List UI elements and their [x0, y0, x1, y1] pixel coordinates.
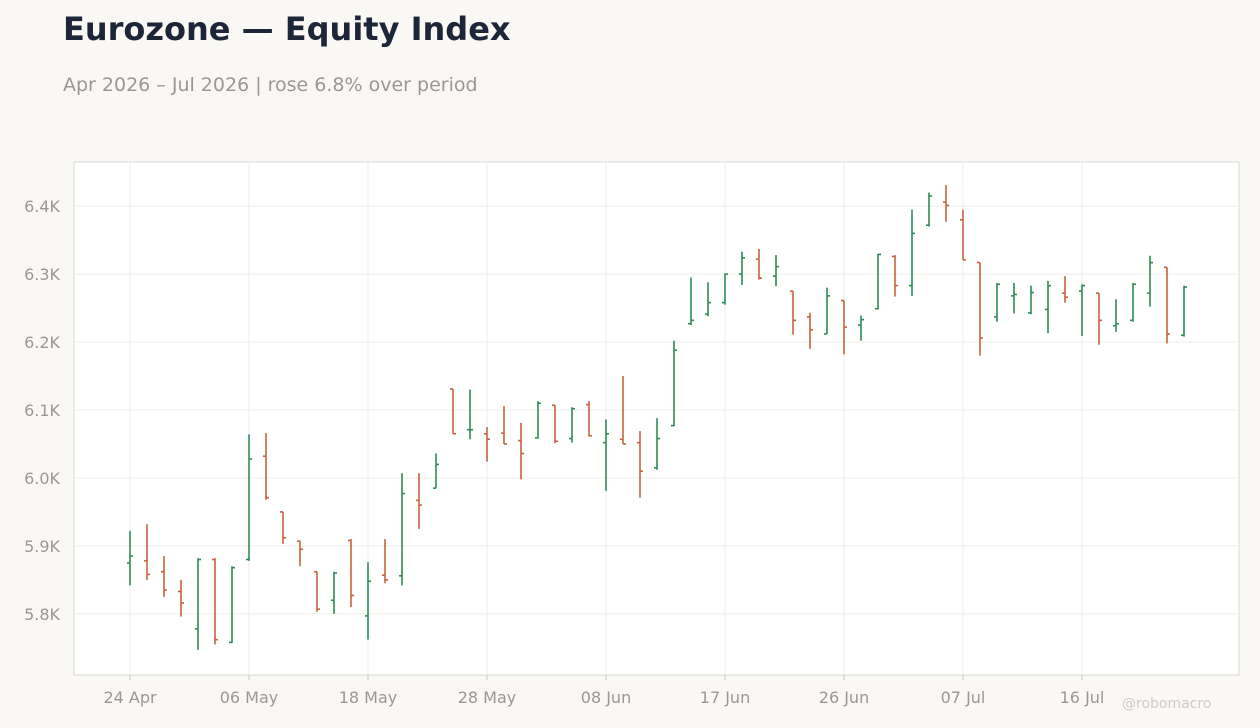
ohlc-bar — [960, 209, 966, 261]
ohlc-bar — [586, 401, 592, 437]
ohlc-bar — [331, 571, 337, 614]
x-tick-label: 16 Jul — [1060, 688, 1105, 707]
ohlc-bar — [1045, 280, 1051, 334]
ohlc-bar — [195, 558, 201, 650]
ohlc-bar — [127, 530, 133, 586]
ohlc-bar — [994, 282, 1000, 322]
ohlc-bar — [1113, 299, 1119, 332]
ohlc-bar — [977, 261, 983, 356]
y-tick-label: 5.9K — [24, 537, 60, 556]
ohlc-bar — [909, 209, 915, 296]
ohlc-bar — [671, 340, 677, 427]
y-tick-label: 6.1K — [24, 401, 60, 420]
ohlc-bar — [348, 539, 354, 608]
chart-title: Eurozone — Equity Index — [63, 10, 511, 48]
ohlc-bar — [484, 426, 490, 462]
y-tick-label: 6.2K — [24, 333, 60, 352]
ohlc-bar — [705, 282, 711, 317]
ohlc-bar — [501, 405, 507, 445]
ohlc-bar — [399, 473, 405, 586]
ohlc-bar — [1079, 284, 1085, 336]
ohlc-bar — [518, 422, 524, 480]
x-tick-label: 08 Jun — [581, 688, 631, 707]
ohlc-bar — [535, 401, 541, 439]
ohlc-bar — [807, 312, 813, 349]
ohlc-bar — [654, 418, 660, 470]
ohlc-bar — [246, 434, 252, 561]
ohlc-bar — [1181, 285, 1187, 337]
y-axis: 5.8K 5.9K 6.0K 6.1K 6.2K 6.3K 6.4K — [24, 197, 60, 624]
ohlc-bar — [858, 315, 864, 341]
ohlc-bar — [450, 388, 456, 435]
ohlc-bar — [1130, 282, 1136, 322]
x-tick-label: 07 Jul — [941, 688, 986, 707]
ohlc-bar — [739, 251, 745, 285]
ohlc-bar — [603, 419, 609, 491]
ohlc-bar — [229, 566, 235, 644]
ohlc-bar — [620, 376, 626, 445]
x-tick-label: 24 Apr — [103, 688, 157, 707]
ohlc-bar — [926, 192, 932, 227]
ohlc-bars — [127, 185, 1187, 650]
x-tick-label: 26 Jun — [819, 688, 869, 707]
y-tick-label: 6.3K — [24, 265, 60, 284]
ohlc-bar — [144, 524, 150, 580]
ohlc-bar — [790, 290, 796, 335]
ohlc-bar — [297, 540, 303, 567]
ohlc-bar — [382, 539, 388, 584]
ohlc-bar — [1028, 285, 1034, 315]
x-axis: 24 Apr 06 May 18 May 28 May 08 Jun 17 Jun 26 J… — [103, 675, 1104, 707]
grid-lines — [74, 162, 1239, 675]
ohlc-bar — [892, 255, 898, 297]
ohlc-bar — [943, 185, 949, 222]
x-tick-label: 28 May — [458, 688, 517, 707]
x-tick-label: 18 May — [339, 688, 398, 707]
ohlc-bar — [314, 570, 320, 612]
ohlc-bar — [178, 579, 184, 617]
chart-subtitle: Apr 2026 – Jul 2026 | rose 6.8% over per… — [63, 74, 478, 96]
ohlc-bar — [161, 556, 167, 597]
y-tick-label: 6.4K — [24, 197, 60, 216]
ohlc-bar — [433, 453, 439, 489]
ohlc-bar — [416, 473, 422, 529]
x-tick-label: 17 Jun — [700, 688, 750, 707]
ohlc-bar — [1147, 255, 1153, 307]
ohlc-bar — [365, 562, 371, 640]
ohlc-bar — [552, 404, 558, 444]
x-tick-label: 06 May — [220, 688, 279, 707]
ohlc-bar — [756, 248, 762, 280]
ohlc-bar — [1164, 266, 1170, 344]
y-tick-label: 6.0K — [24, 469, 60, 488]
ohlc-bar — [722, 273, 728, 305]
ohlc-bar — [841, 299, 847, 355]
ohlc-bar — [688, 277, 694, 326]
ohlc-bar — [875, 253, 881, 310]
ohlc-bar — [569, 407, 575, 443]
ohlc-bar — [1096, 292, 1102, 345]
y-tick-label: 5.8K — [24, 605, 60, 624]
ohlc-bar — [1062, 276, 1068, 303]
ohlc-bar — [212, 558, 218, 645]
watermark: @robomacro — [1122, 696, 1212, 712]
ohlc-bar — [773, 255, 779, 287]
ohlc-bar — [637, 431, 643, 498]
ohlc-bar — [824, 287, 830, 335]
ohlc-bar — [467, 389, 473, 440]
ohlc-bar — [1011, 282, 1017, 314]
ohlc-bar — [263, 433, 269, 500]
ohlc-bar — [280, 511, 286, 544]
